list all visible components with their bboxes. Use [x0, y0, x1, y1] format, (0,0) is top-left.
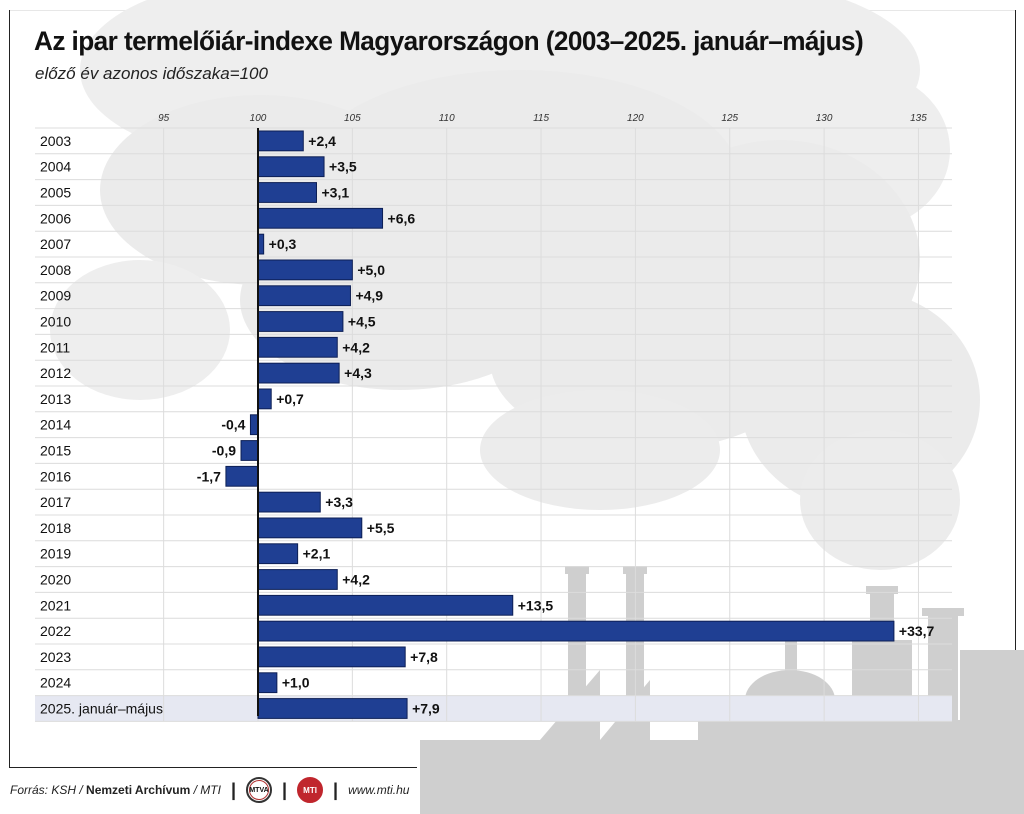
value-label: +3,5: [329, 159, 357, 175]
value-label: +3,3: [325, 494, 353, 510]
plot-area: 95 100 105 110 115 120 125 130 135 2003 +2,4 2004 +3…: [35, 113, 952, 722]
value-label: +2,1: [303, 546, 331, 562]
category-label: 2010: [40, 314, 71, 330]
bar: [257, 130, 304, 152]
category-label: 2008: [40, 262, 71, 278]
category-label: 2021: [40, 597, 71, 613]
category-label: 2005: [40, 185, 71, 201]
category-label: 2016: [40, 468, 71, 484]
x-tick-label: 95: [158, 113, 170, 124]
bar: [257, 311, 344, 332]
category-label: 2014: [40, 417, 71, 433]
frame-border-left: [9, 10, 10, 768]
bar: [257, 672, 278, 694]
bar: [249, 414, 259, 436]
category-label: 2012: [40, 365, 71, 381]
category-label: 2023: [40, 649, 71, 665]
bar: [257, 259, 353, 281]
smoke-illustration: [50, 0, 980, 570]
value-label: +4,2: [342, 339, 370, 355]
category-label: 2018: [40, 520, 71, 536]
category-label: 2003: [40, 133, 71, 149]
category-label: 2006: [40, 210, 71, 226]
bar: [257, 517, 363, 539]
value-label: +4,3: [344, 365, 372, 381]
mtva-logo: MTVA: [246, 777, 272, 803]
bar: [240, 440, 259, 461]
x-tick-label: 110: [439, 113, 455, 124]
chart-subtitle: előző év azonos időszaka=100: [35, 64, 268, 83]
value-label: +7,9: [412, 701, 440, 717]
value-label: +0,7: [276, 391, 304, 407]
bar: [225, 465, 259, 487]
bar: [257, 569, 338, 590]
value-label: +13,5: [518, 597, 554, 613]
x-tick-label: 135: [910, 113, 927, 124]
value-label: -0,4: [221, 417, 245, 433]
x-tick-label: 115: [533, 113, 549, 124]
highlight-row: [35, 695, 952, 722]
bar: [257, 594, 514, 616]
category-label: 2011: [40, 339, 70, 355]
value-label: +3,1: [321, 185, 349, 201]
footer-separator: |: [282, 779, 288, 800]
frame-border-bottom: [9, 767, 417, 768]
bar: [257, 156, 325, 178]
value-label: +4,5: [348, 314, 376, 330]
website-link[interactable]: www.mti.hu: [348, 783, 410, 797]
value-label: +33,7: [899, 623, 935, 639]
x-tick-label: 120: [627, 113, 644, 124]
bar: [257, 207, 384, 229]
category-label: 2009: [40, 288, 71, 304]
category-label: 2007: [40, 236, 71, 252]
category-label: 2025. január–május: [40, 701, 163, 717]
mti-logo: MTI: [297, 777, 324, 803]
value-label: +4,2: [342, 572, 370, 588]
chart-title: Az ipar termelőiár-indexe Magyarországon…: [34, 26, 864, 56]
value-label: +5,0: [357, 262, 385, 278]
bar: [257, 285, 351, 307]
bar: [257, 620, 895, 642]
bar: [257, 646, 406, 668]
value-label: +0,3: [269, 236, 297, 252]
value-label: +7,8: [410, 649, 438, 665]
bar: [257, 182, 317, 203]
value-label: -1,7: [197, 468, 221, 484]
source-mti: / MTI: [193, 783, 221, 797]
value-label: +6,6: [388, 210, 416, 226]
value-label: +5,5: [367, 520, 395, 536]
bar: [257, 698, 408, 719]
category-label: 2024: [40, 675, 71, 691]
category-label: 2004: [40, 159, 71, 175]
bar: [257, 336, 338, 358]
category-label: 2022: [40, 623, 71, 639]
footer-separator: |: [333, 779, 339, 800]
bar: [257, 362, 340, 384]
source-prefix: Forrás: KSH /: [10, 783, 83, 797]
source-archive: Nemzeti Archívum: [86, 783, 191, 797]
footer: Forrás: KSH / Nemzeti Archívum / MTI | M…: [10, 777, 410, 803]
bar: [257, 388, 272, 410]
x-tick-label: 105: [344, 113, 361, 124]
category-label: 2019: [40, 546, 71, 562]
category-label: 2017: [40, 494, 71, 510]
x-tick-label: 130: [816, 113, 833, 124]
category-label: 2015: [40, 443, 71, 459]
category-label: 2013: [40, 391, 71, 407]
bar: [257, 543, 299, 565]
frame-border-right: [1015, 10, 1016, 650]
x-tick-label: 100: [250, 113, 267, 124]
category-label: 2020: [40, 572, 71, 588]
footer-separator: |: [230, 779, 236, 800]
bar: [257, 491, 321, 513]
x-tick-label: 125: [721, 113, 738, 124]
value-label: +4,9: [355, 288, 383, 304]
value-label: -0,9: [212, 443, 236, 459]
value-label: +2,4: [308, 133, 336, 149]
value-label: +1,0: [282, 675, 310, 691]
